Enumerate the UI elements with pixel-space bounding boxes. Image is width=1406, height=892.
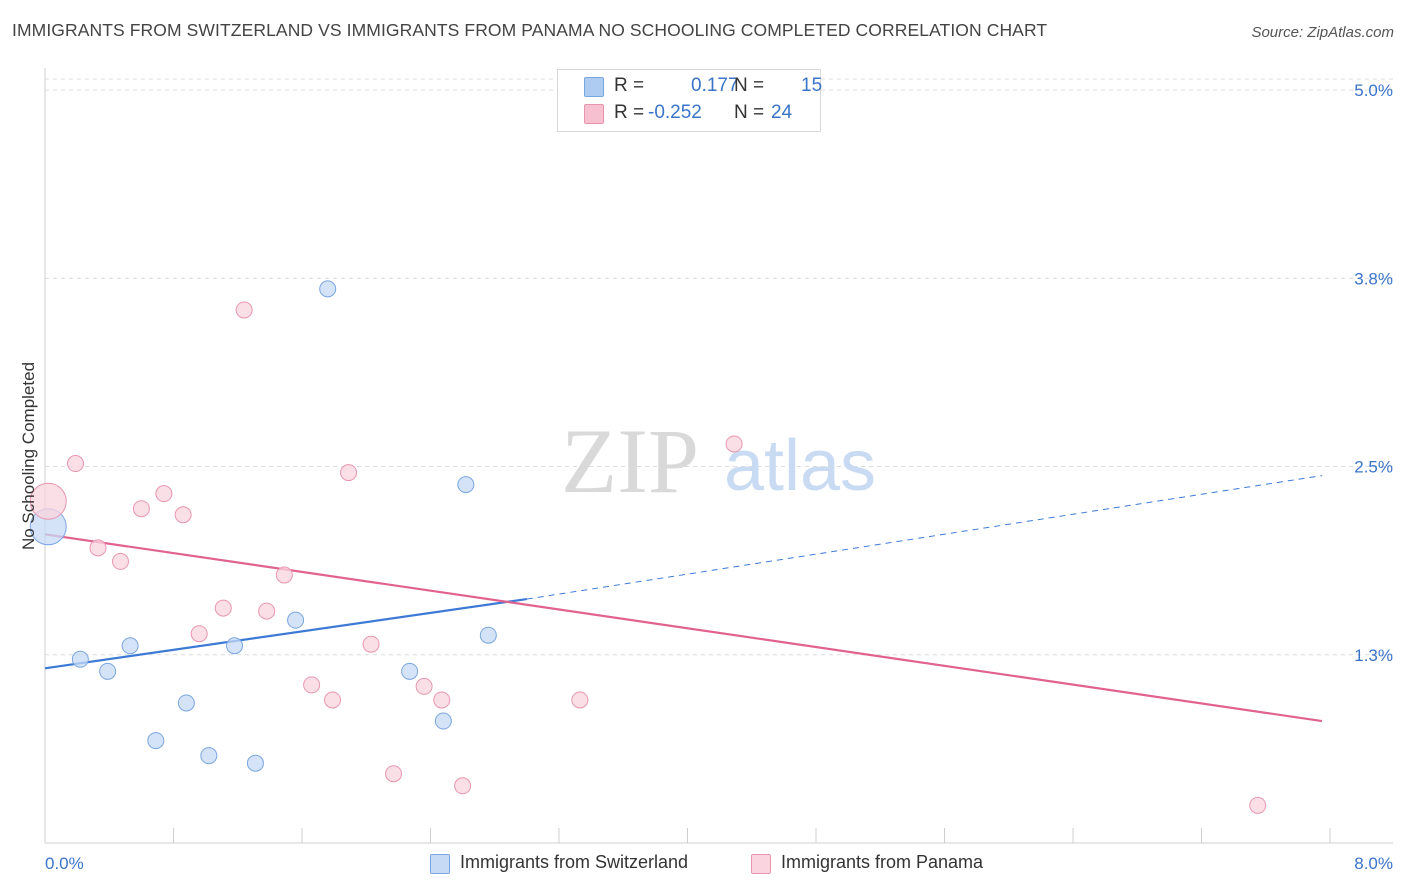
point-panama <box>190 625 208 643</box>
point-panama <box>258 602 276 620</box>
y-tick-label: 5.0% <box>1354 81 1393 100</box>
point-panama <box>725 435 743 453</box>
watermark-atlas: atlas <box>724 426 876 506</box>
point-switzerland <box>401 662 419 680</box>
point-panama <box>362 635 380 653</box>
point-panama <box>89 539 107 557</box>
point-switzerland <box>457 476 475 494</box>
trend-layer <box>44 475 1323 723</box>
point-switzerland <box>287 611 305 629</box>
point-panama <box>385 765 403 783</box>
point-panama <box>571 691 589 709</box>
point-switzerland <box>319 280 337 298</box>
point-panama <box>433 691 451 709</box>
trend-line-switzerland-extension <box>526 475 1323 600</box>
legend-n-label: N = <box>734 75 765 96</box>
point-panama <box>454 777 472 795</box>
x-tick-label: 8.0% <box>1354 854 1393 873</box>
point-panama <box>29 482 67 520</box>
source-label: Source: ZipAtlas.com <box>1251 24 1394 41</box>
point-panama <box>415 677 433 695</box>
grid-layer <box>45 78 1393 656</box>
stats-legend: R = 0.177 N = 15 R = -0.252 N = 24 <box>557 69 823 132</box>
point-panama <box>275 566 293 584</box>
point-panama <box>111 552 129 570</box>
point-switzerland <box>226 637 244 655</box>
point-switzerland <box>121 637 139 655</box>
y-tick-label: 2.5% <box>1354 458 1393 477</box>
point-panama <box>132 500 150 518</box>
bottom-legend-swatch-panama <box>751 854 771 874</box>
bottom-legend-swatch-switzerland <box>430 854 450 874</box>
point-panama <box>324 691 342 709</box>
x-tick-label: 0.0% <box>45 854 84 873</box>
legend-n-value: 24 <box>771 102 793 123</box>
bottom-legend-label: Immigrants from Switzerland <box>460 852 689 872</box>
point-switzerland <box>177 694 195 712</box>
bottom-legend-label: Immigrants from Panama <box>781 852 984 872</box>
point-panama <box>214 599 232 617</box>
point-switzerland <box>200 747 218 765</box>
trend-line-panama <box>44 533 1323 723</box>
axis-layer <box>44 68 1393 844</box>
legend-n-value: 15 <box>801 75 823 96</box>
y-tick-label: 3.8% <box>1354 269 1393 288</box>
chart-title: IMMIGRANTS FROM SWITZERLAND VS IMMIGRANT… <box>12 20 1048 40</box>
legend-r-value: -0.252 <box>648 102 702 123</box>
point-panama <box>235 301 253 319</box>
legend-r-value: 0.177 <box>691 75 739 96</box>
legend-swatch-switzerland <box>584 77 604 97</box>
points-layer <box>29 90 1267 814</box>
point-switzerland <box>479 626 497 644</box>
legend-r-label: R = <box>614 75 645 96</box>
legend-r-label: R = <box>614 102 645 123</box>
tick-labels: 1.3% 2.5% 3.8% 5.0% 0.0% 8.0% No Schooling Com… <box>19 81 1393 873</box>
point-switzerland <box>147 732 165 750</box>
legend-swatch-panama <box>584 104 604 124</box>
y-axis-label: No Schooling Completed <box>19 362 38 550</box>
y-tick-label: 1.3% <box>1354 646 1393 665</box>
point-switzerland <box>99 662 117 680</box>
watermark: ZIP atlas <box>561 410 876 512</box>
point-switzerland <box>434 712 452 730</box>
point-panama <box>340 464 358 482</box>
point-panama <box>174 506 192 524</box>
point-panama <box>67 455 85 473</box>
point-switzerland <box>71 650 89 668</box>
trend-line-switzerland <box>44 597 528 670</box>
point-panama <box>303 676 321 694</box>
point-switzerland <box>246 754 264 772</box>
legend-n-label: N = <box>734 102 765 123</box>
point-panama <box>1249 796 1267 814</box>
point-panama <box>155 485 173 503</box>
watermark-zip: ZIP <box>561 410 699 512</box>
